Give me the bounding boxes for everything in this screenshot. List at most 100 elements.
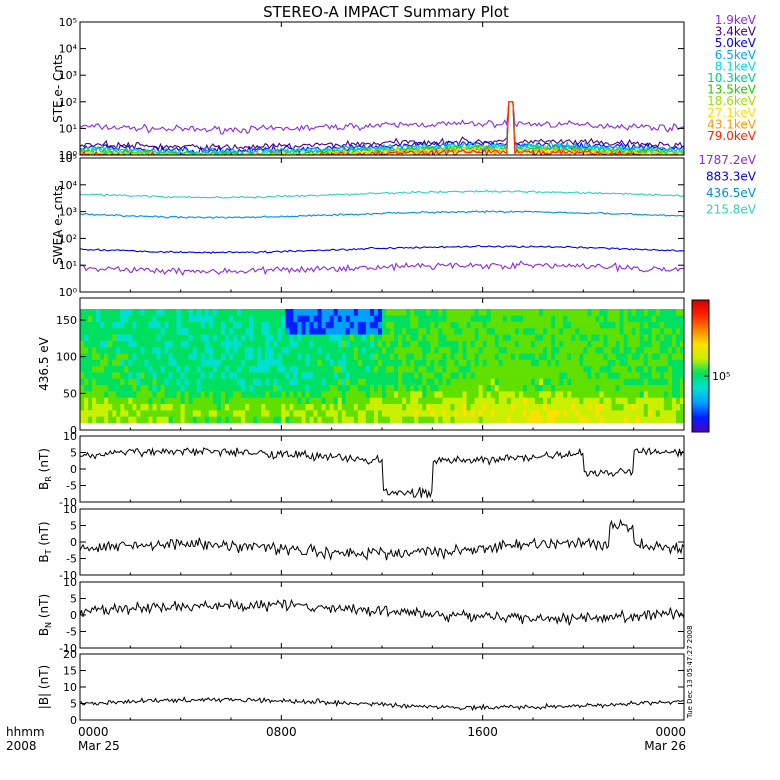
heatmap-cell xyxy=(365,410,371,417)
heatmap-cell xyxy=(631,340,636,348)
heatmap-cell xyxy=(539,416,544,423)
heatmap-cell xyxy=(120,378,125,386)
heatmap-cell xyxy=(587,327,592,335)
heatmap-cell xyxy=(353,327,359,335)
heatmap-cell xyxy=(224,391,230,398)
heatmap-cell xyxy=(237,397,242,405)
heatmap-cell xyxy=(96,372,101,379)
heatmap-cell xyxy=(627,353,632,360)
heatmap-cell xyxy=(611,378,616,386)
heatmap-cell xyxy=(132,372,137,379)
heatmap-cell xyxy=(414,309,419,316)
heatmap-cell xyxy=(216,378,222,386)
heatmap-cell xyxy=(329,410,334,417)
heatmap-cell xyxy=(249,315,254,322)
heatmap-cell xyxy=(426,397,431,405)
heatmap-cell xyxy=(498,321,504,329)
heatmap-cell xyxy=(128,334,133,341)
heatmap-cell xyxy=(647,340,653,348)
heatmap-cell xyxy=(679,346,685,354)
heatmap-cell xyxy=(172,309,177,316)
heatmap-cell xyxy=(394,309,399,316)
heatmap-cell xyxy=(293,410,298,417)
heatmap-cell xyxy=(361,372,367,379)
heatmap-cell xyxy=(245,416,250,423)
heatmap-cell xyxy=(486,353,492,360)
heatmap-cell xyxy=(406,321,411,329)
x-tick-sublabel: Mar 25 xyxy=(78,739,120,753)
heatmap-cell xyxy=(84,353,89,360)
heatmap-cell xyxy=(446,321,451,329)
heatmap-cell xyxy=(490,403,496,411)
heatmap-cell xyxy=(434,340,439,348)
heatmap-cell xyxy=(305,384,310,392)
heatmap-cell xyxy=(156,340,161,348)
heatmap-cell xyxy=(426,321,431,329)
heatmap-cell xyxy=(84,397,89,405)
heatmap-cell xyxy=(220,372,226,379)
heatmap-cell xyxy=(575,359,580,367)
heatmap-cell xyxy=(192,365,198,373)
heatmap-cell xyxy=(543,403,548,411)
heatmap-cell xyxy=(530,353,536,360)
heatmap-cell xyxy=(128,416,133,423)
heatmap-cell xyxy=(325,410,330,417)
heatmap-cell xyxy=(285,403,290,411)
heatmap-cell xyxy=(478,309,483,316)
heatmap-cell xyxy=(88,365,93,373)
heatmap-cell xyxy=(547,359,552,367)
heatmap-cell xyxy=(345,397,351,405)
heatmap-cell xyxy=(655,340,661,348)
ytick-label: 10 xyxy=(63,430,77,443)
heatmap-cell xyxy=(522,403,528,411)
heatmap-cell xyxy=(466,410,471,417)
heatmap-cell xyxy=(450,403,455,411)
heatmap-cell xyxy=(530,334,536,341)
heatmap-cell xyxy=(563,378,568,386)
heatmap-cell xyxy=(357,346,363,354)
heatmap-cell xyxy=(410,384,415,392)
heatmap-cell xyxy=(192,340,198,348)
heatmap-cell xyxy=(108,327,113,335)
heatmap-cell xyxy=(502,410,508,417)
heatmap-cell xyxy=(337,346,343,354)
heatmap-cell xyxy=(160,365,165,373)
heatmap-cell xyxy=(140,346,145,354)
heatmap-cell xyxy=(619,365,624,373)
heatmap-cell xyxy=(643,353,649,360)
heatmap-cell xyxy=(156,403,161,411)
heatmap-cell xyxy=(120,391,125,398)
heatmap-cell xyxy=(494,378,500,386)
heatmap-cell xyxy=(228,359,234,367)
heatmap-cell xyxy=(152,403,157,411)
heatmap-cell xyxy=(595,384,600,392)
heatmap-cell xyxy=(337,334,343,341)
heatmap-cell xyxy=(539,309,544,316)
heatmap-cell xyxy=(426,334,431,341)
heatmap-cell xyxy=(124,315,129,322)
heatmap-cell xyxy=(192,403,198,411)
heatmap-cell xyxy=(132,353,137,360)
heatmap-cell xyxy=(168,365,173,373)
heatmap-cell xyxy=(257,340,262,348)
heatmap-cell xyxy=(659,384,665,392)
heatmap-cell xyxy=(442,327,447,335)
heatmap-cell xyxy=(466,353,471,360)
heatmap-cell xyxy=(498,309,504,316)
heatmap-cell xyxy=(434,346,439,354)
heatmap-cell xyxy=(196,334,202,341)
heatmap-cell xyxy=(160,346,165,354)
heatmap-cell xyxy=(498,315,504,322)
heatmap-cell xyxy=(498,372,504,379)
heatmap-cell xyxy=(337,359,343,367)
heatmap-cell xyxy=(394,391,399,398)
heatmap-cell xyxy=(180,397,185,405)
heatmap-cell xyxy=(591,321,596,329)
heatmap-cell xyxy=(108,372,113,379)
heatmap-cell xyxy=(675,340,681,348)
heatmap-cell xyxy=(216,372,222,379)
heatmap-cell xyxy=(635,340,641,348)
heatmap-cell xyxy=(494,384,500,392)
heatmap-cell xyxy=(543,340,548,348)
heatmap-cell xyxy=(204,378,210,386)
